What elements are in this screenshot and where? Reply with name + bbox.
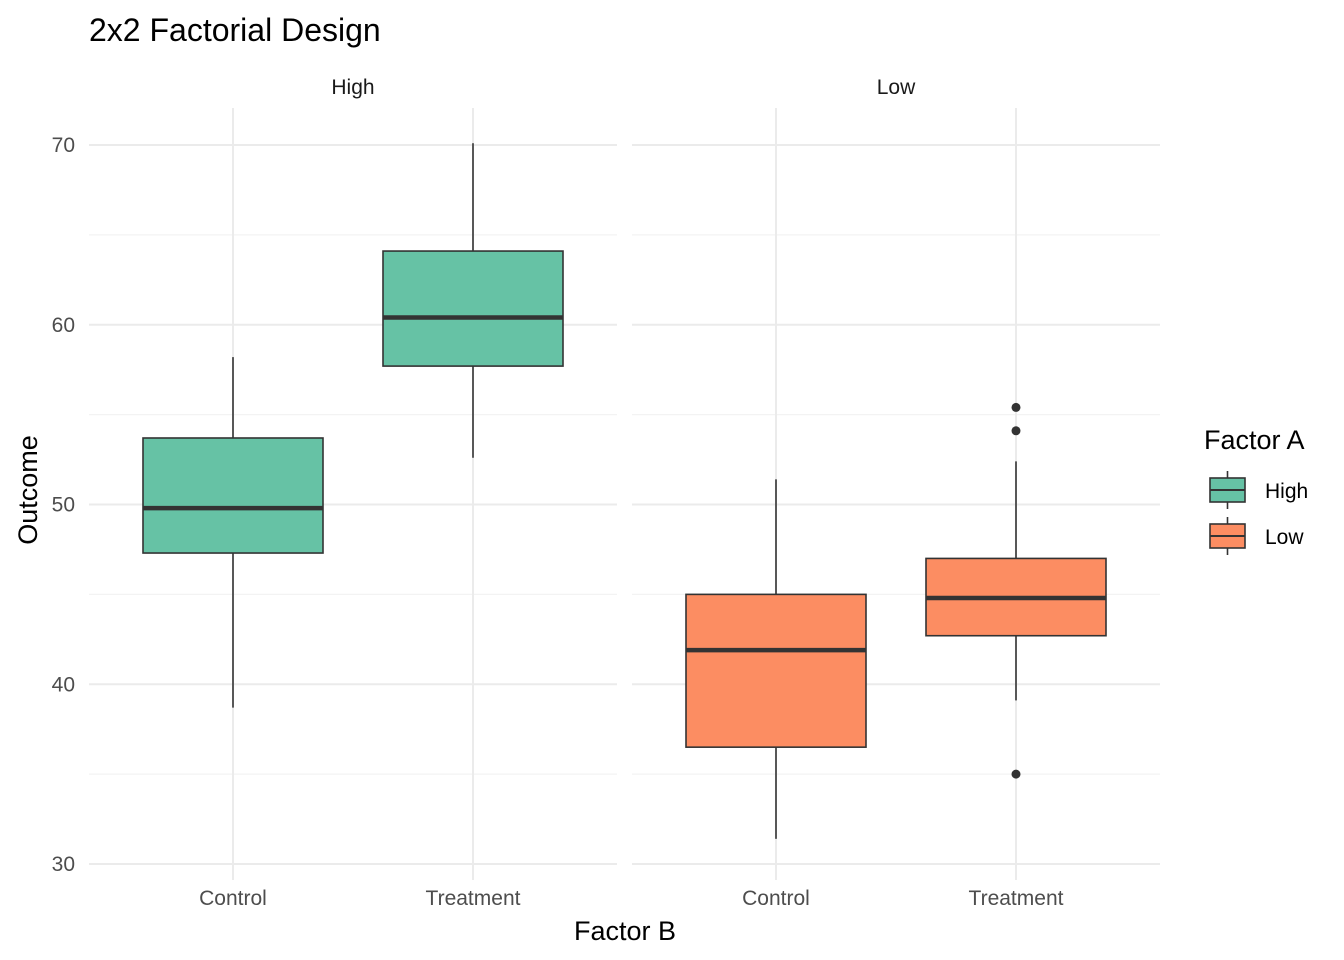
box-low-control (685, 479, 867, 839)
facet-panel-low: Low Control Treatment (632, 76, 1160, 910)
box-iqr (142, 437, 324, 554)
legend: Factor A High Low (1204, 425, 1308, 555)
y-tick-label: 40 (52, 673, 75, 696)
chart-title: 2x2 Factorial Design (89, 12, 381, 48)
x-tick-label: Treatment (426, 887, 521, 910)
y-tick-label: 70 (52, 134, 75, 157)
y-tick-label: 50 (52, 494, 75, 517)
y-axis-ticks: 30 40 50 60 70 (52, 134, 75, 876)
box-high-control (142, 357, 324, 708)
x-tick-label: Control (199, 887, 267, 910)
facet-strip-label: High (331, 76, 374, 99)
legend-label: Low (1265, 526, 1304, 549)
facet-panels: High Control Treatment Low Control Treatment 3… (52, 76, 1160, 910)
legend-title: Factor A (1204, 425, 1305, 455)
legend-key-high: High (1209, 471, 1308, 509)
y-tick-label: 60 (52, 314, 75, 337)
x-tick-label: Control (742, 887, 810, 910)
box-high-treatment (382, 143, 564, 458)
outlier-point (1011, 426, 1021, 436)
y-axis-title: Outcome (13, 435, 43, 545)
y-tick-label: 30 (52, 853, 75, 876)
outlier-point (1011, 402, 1021, 412)
box-iqr (382, 250, 564, 367)
facet-panel-high: High Control Treatment (89, 76, 617, 910)
box-iqr (685, 593, 867, 748)
legend-key-low: Low (1209, 517, 1304, 555)
legend-label: High (1265, 480, 1308, 503)
box-low-treatment (925, 402, 1107, 779)
x-axis-title: Factor B (574, 916, 676, 946)
x-tick-label: Treatment (969, 887, 1064, 910)
outlier-point (1011, 769, 1021, 779)
facet-strip-label: Low (877, 76, 916, 99)
